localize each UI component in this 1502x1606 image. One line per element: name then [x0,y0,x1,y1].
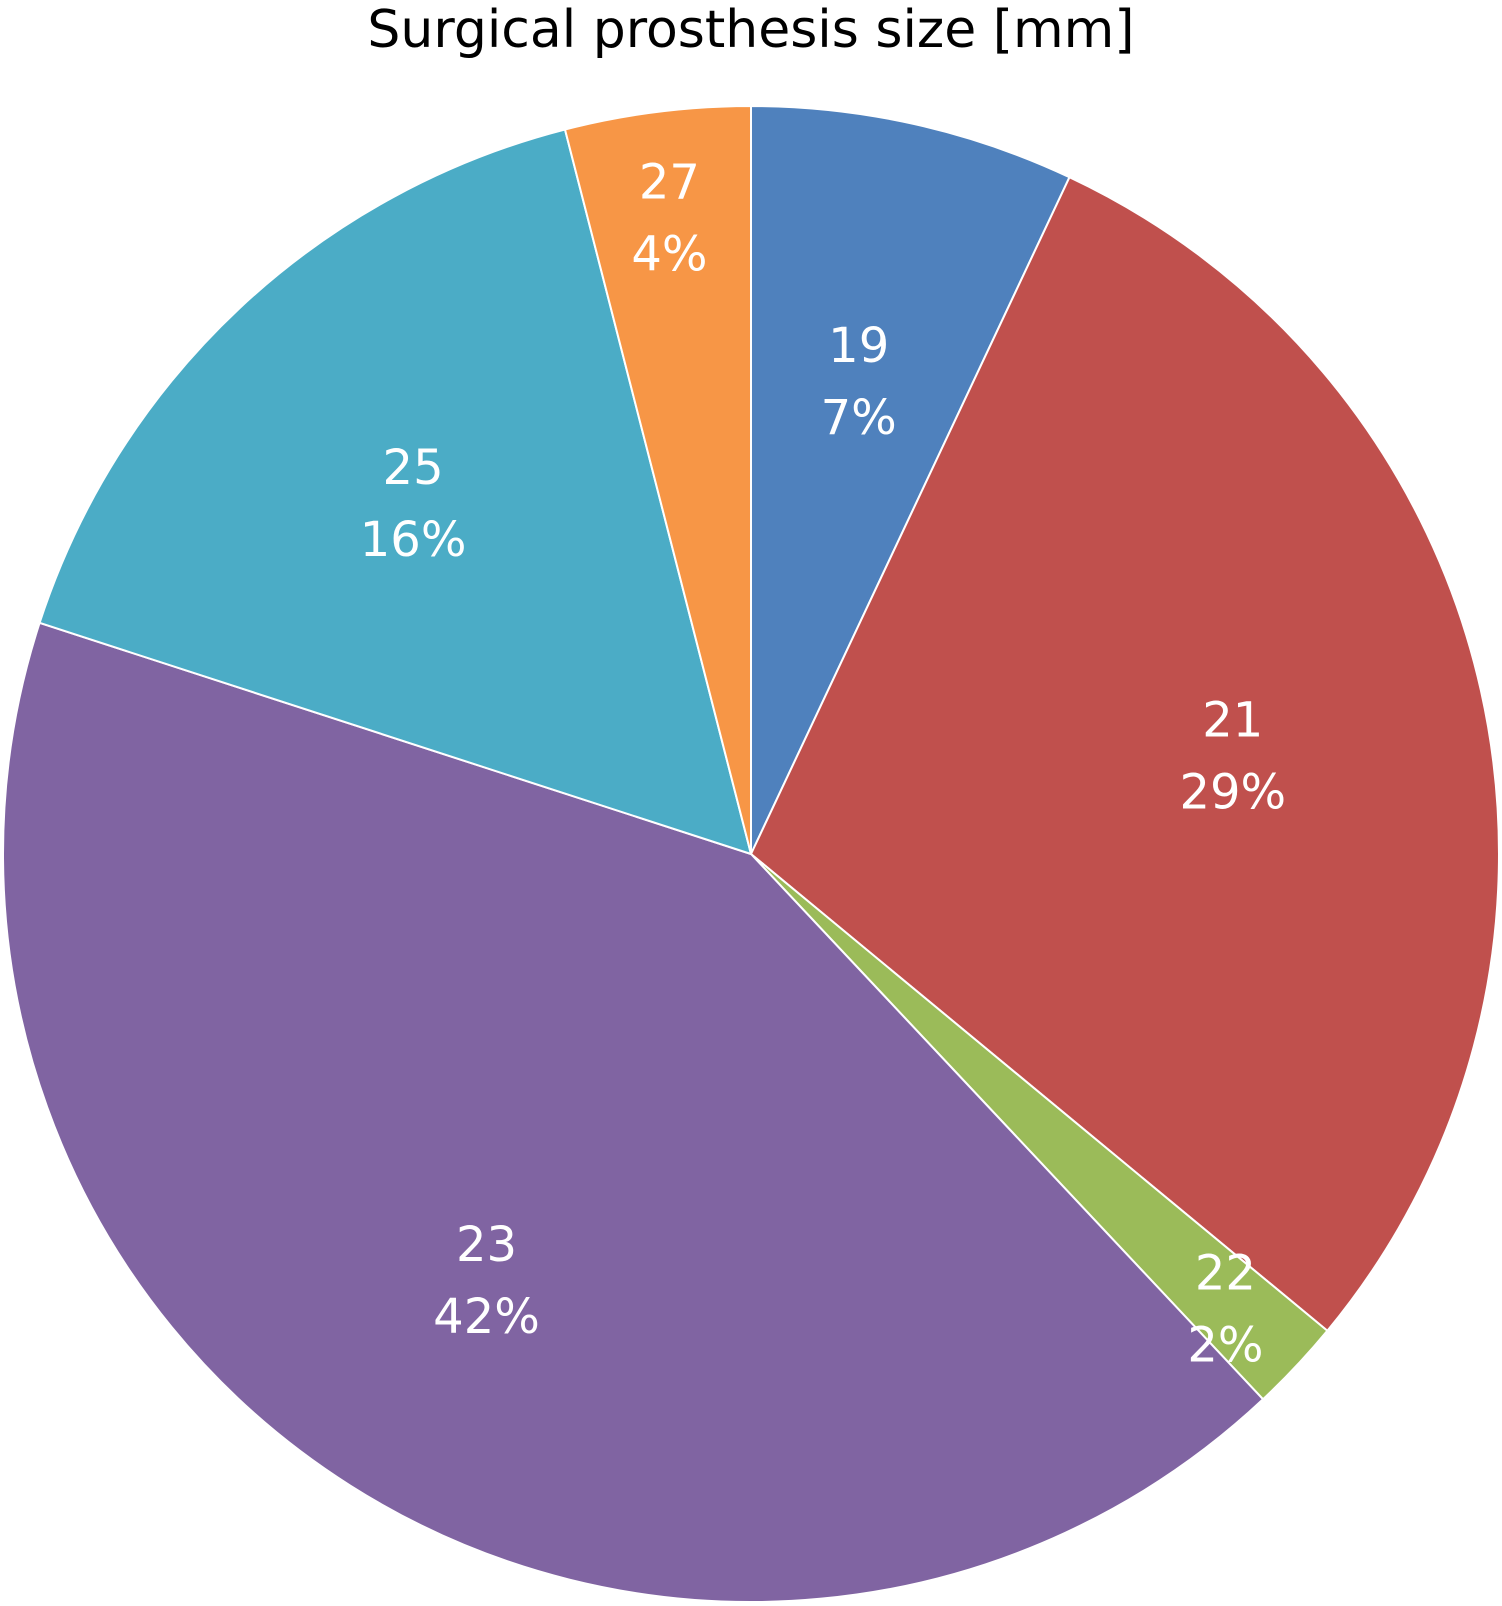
pie-labels: 19 7% 21 29% 22 2% 23 42% 25 16% 27 4% [360,154,1286,1373]
slice-category-label: 25 [383,440,444,496]
slice-category-label: 23 [456,1217,517,1273]
slice-percent-label: 4% [631,226,707,282]
slice-category-label: 27 [639,154,700,210]
slice-percent-label: 7% [821,390,897,446]
slice-percent-label: 16% [360,512,467,568]
pie-slice-19 [750,104,1071,855]
slice-percent-label: 2% [1187,1318,1263,1374]
chart-title: Surgical prosthesis size [mm] [367,0,1135,60]
pie-slice-25 [38,128,753,856]
slice-percent-label: 42% [433,1289,540,1345]
slice-category-label: 21 [1202,692,1263,748]
pie-slice-23 [2,621,1265,1603]
pie-slice-21 [749,175,1500,1333]
pie-slices [2,104,1500,1603]
pie-slice-27 [563,104,752,855]
slice-category-label: 19 [828,318,889,374]
slice-category-label: 22 [1195,1246,1256,1302]
slice-percent-label: 29% [1179,764,1286,820]
